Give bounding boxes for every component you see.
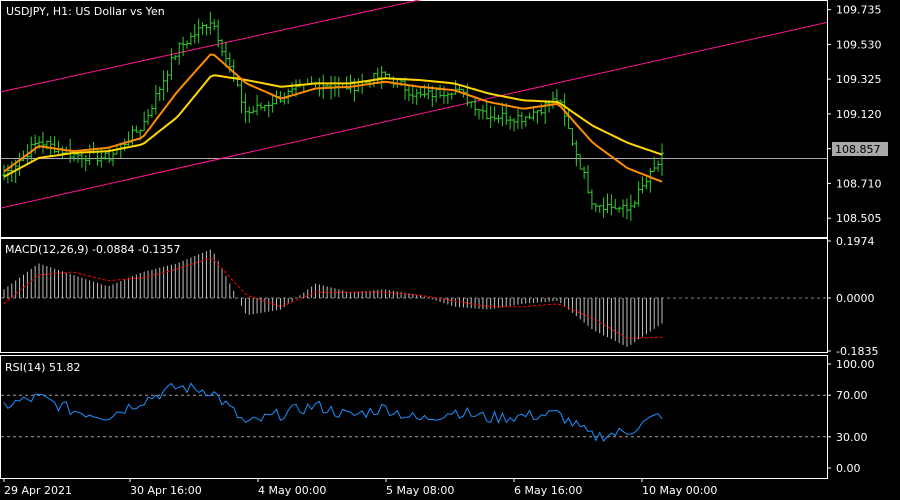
rsi-panel-frame[interactable] — [0, 355, 828, 479]
time-axis-label: 29 Apr 2021 — [4, 484, 72, 497]
price-panel-frame[interactable] — [0, 0, 828, 238]
moving-average-slow-line — [3, 74, 663, 178]
rsi-tick-label: 100.00 — [836, 358, 875, 371]
price-tick-label: 109.735 — [836, 4, 882, 17]
price-tick-label: 108.505 — [836, 212, 882, 225]
time-axis-label: 6 May 16:00 — [514, 484, 582, 497]
rsi-tick-label: 0.00 — [836, 462, 861, 475]
rsi-line — [3, 382, 663, 443]
price-tick-label: 108.710 — [836, 177, 882, 190]
macd-title: MACD(12,26,9) -0.0884 -0.1357 — [5, 243, 180, 256]
macd-tick-label: -0.1835 — [836, 345, 878, 358]
macd-panel-frame[interactable] — [0, 238, 828, 353]
symbol-title: USDJPY, H1: US Dollar vs Yen — [6, 5, 165, 18]
current-price-marker — [832, 142, 888, 156]
macd-tick-label: 0.0000 — [836, 292, 875, 305]
price-tick-label: 109.530 — [836, 38, 882, 51]
time-axis-label: 10 May 00:00 — [642, 484, 717, 497]
channel-upper-line — [0, 0, 422, 93]
macd-tick-label: 0.1974 — [836, 235, 875, 248]
rsi-title: RSI(14) 51.82 — [5, 361, 80, 374]
rsi-tick-label: 70.00 — [836, 389, 868, 402]
moving-average-fast-line — [3, 53, 663, 183]
channel-lower-line — [0, 21, 828, 209]
current-price-label: 108.857 — [835, 143, 881, 156]
time-axis-label: 30 Apr 16:00 — [130, 484, 202, 497]
time-axis-label: 4 May 00:00 — [258, 484, 326, 497]
time-axis-label: 5 May 08:00 — [386, 484, 454, 497]
macd-signal-line — [3, 257, 663, 339]
price-tick-label: 109.325 — [836, 73, 882, 86]
price-tick-label: 109.120 — [836, 108, 882, 121]
rsi-tick-label: 30.00 — [836, 431, 868, 444]
